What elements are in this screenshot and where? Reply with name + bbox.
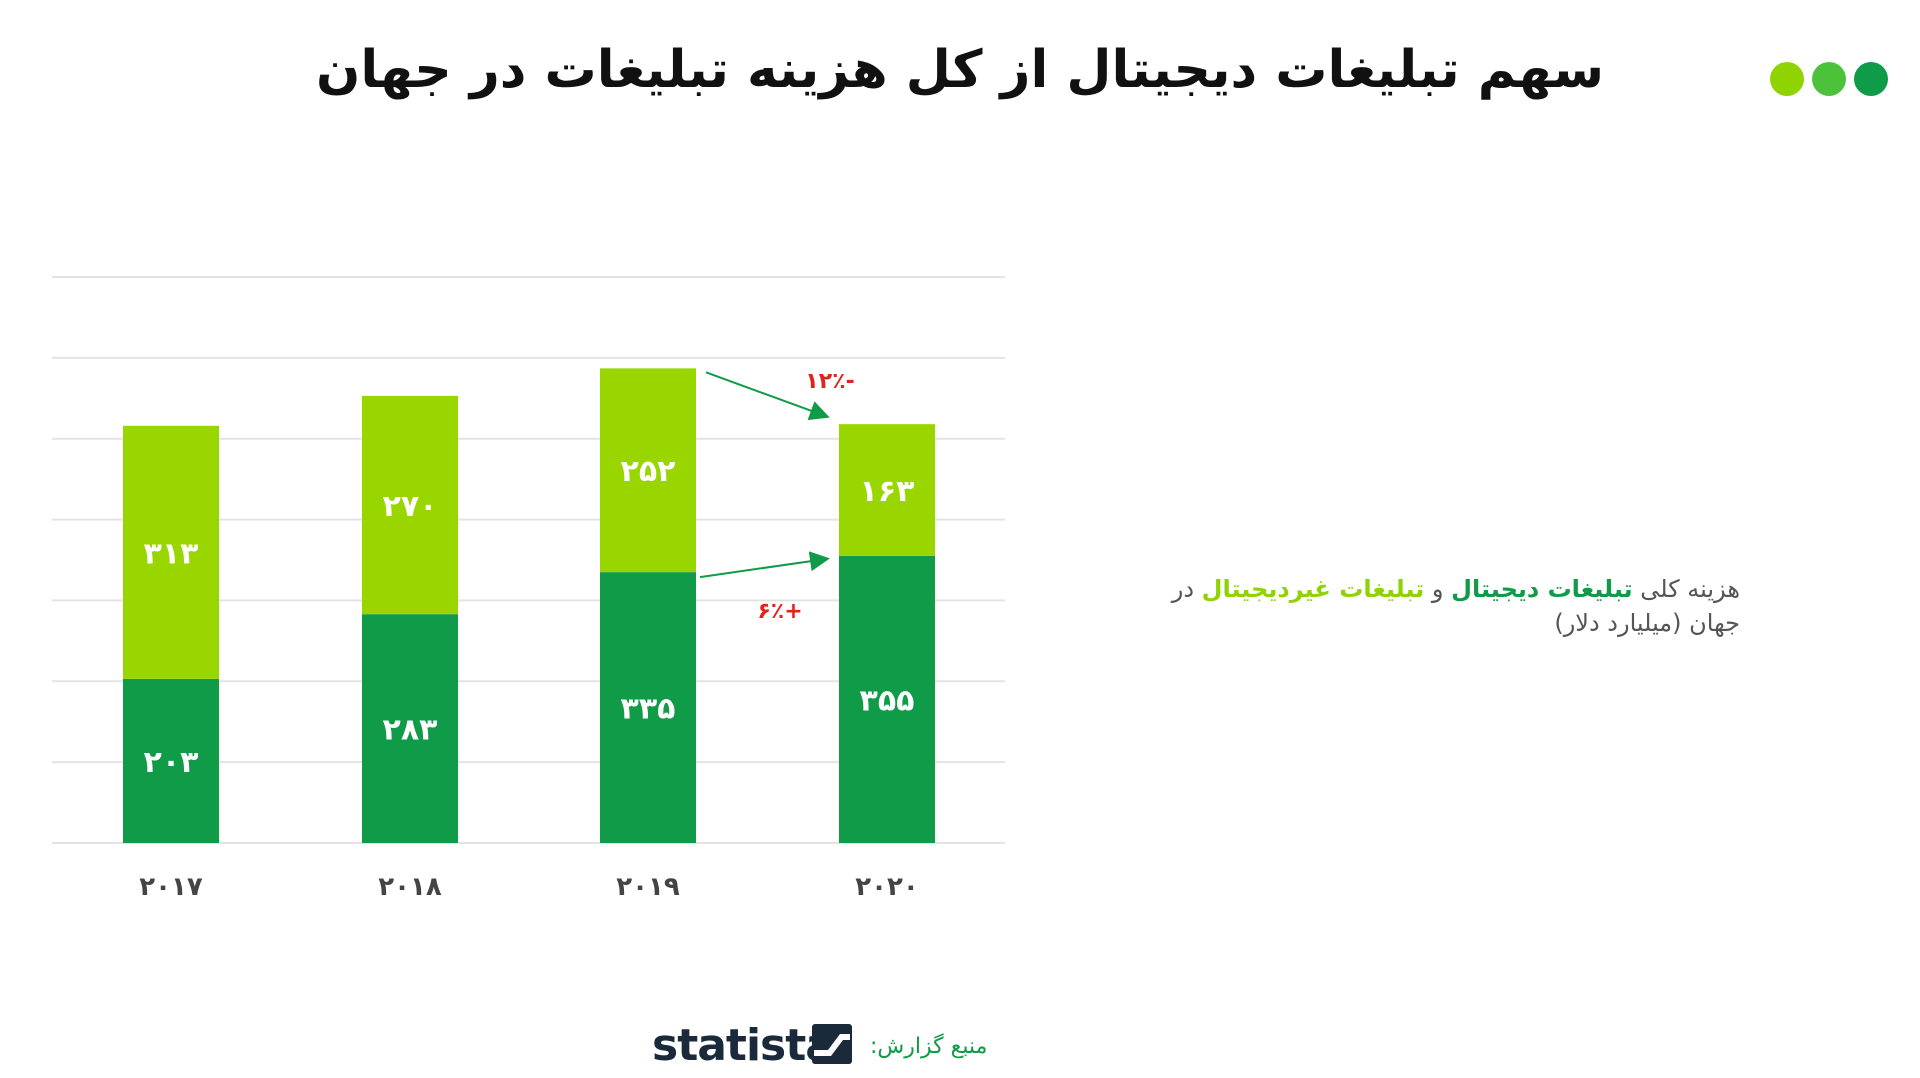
bar-nondigital-2018 (362, 395, 458, 615)
statista-logo-icon (812, 1024, 852, 1064)
change-label-nondigital: ۱۲٪- (805, 369, 854, 394)
bar-value-label: ۲۸۳ (383, 713, 438, 748)
chart-title: سهم تبلیغات دیجیتال از کل هزینه تبلیغات … (316, 40, 1604, 100)
legend-and: و (1431, 575, 1444, 603)
chart-legend-description: هزینه کلی تبلیغات دیجیتال و تبلیغات غیرد… (1120, 572, 1740, 640)
bar-digital-2017 (123, 678, 219, 843)
bar-value-label: ۳۱۳ (144, 536, 199, 571)
legend-prefix: هزینه کلی (1640, 575, 1740, 603)
bar-value-label: ۲۷۰ (383, 489, 438, 524)
bar-value-label: ۳۵۵ (860, 683, 915, 718)
x-tick-label: ۲۰۱۹ (616, 872, 680, 902)
change-arrow-digital (699, 551, 830, 579)
x-tick-label: ۲۰۱۸ (378, 872, 442, 902)
change-label-digital: ۶٪+ (757, 599, 802, 624)
bar-value-label: ۲۰۳ (144, 745, 199, 780)
change-arrow-nondigital (705, 371, 830, 421)
statista-wordmark: statista (652, 1020, 835, 1071)
legend-digital: تبلیغات دیجیتال (1451, 575, 1633, 603)
legend-suffix: در جهان (میلیارد دلار) (1171, 575, 1740, 637)
x-tick-label: ۲۰۱۷ (139, 872, 203, 902)
x-tick-label: ۲۰۲۰ (855, 872, 918, 902)
bar-nondigital-2019 (600, 368, 696, 573)
bar-nondigital-2017 (123, 425, 219, 679)
bar-digital-2018 (362, 614, 458, 843)
dot-dark-green (1854, 62, 1888, 96)
bar-nondigital-2020 (839, 424, 935, 556)
legend-nondigital: تبلیغات غیردیجیتال (1201, 575, 1425, 603)
dot-mid-green (1812, 62, 1846, 96)
bar-digital-2020 (839, 555, 935, 843)
bar-value-label: ۲۵۲ (621, 454, 676, 489)
bar-digital-2019 (600, 572, 696, 843)
dot-light-green (1770, 62, 1804, 96)
bar-value-label: ۱۶۳ (860, 474, 915, 509)
source-label: منبع گزارش: (870, 1034, 988, 1059)
bar-value-label: ۳۳۵ (621, 692, 676, 727)
